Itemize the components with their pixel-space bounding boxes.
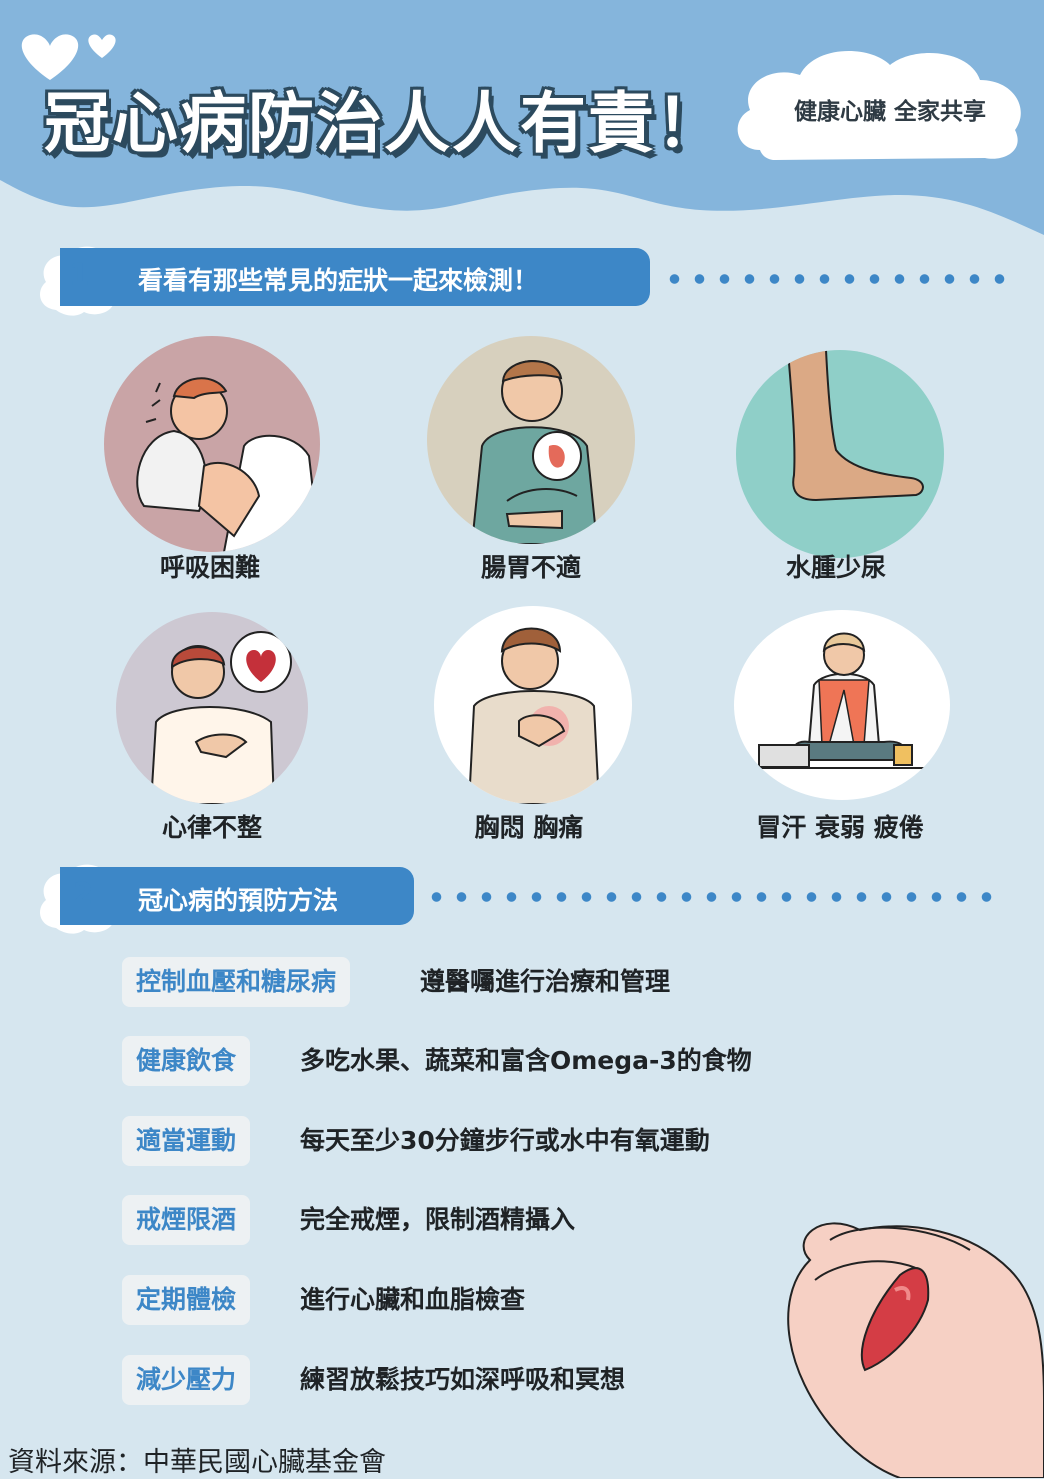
section1-bar: [60, 248, 650, 306]
section2-number: 2: [72, 877, 94, 912]
prevention-tag-checkup: 定期體檢: [122, 1275, 251, 1325]
symptom-label-edema: 水腫少尿: [785, 553, 886, 582]
page-title: 冠心病防治人人有責！: [44, 85, 724, 162]
prevention-desc-exercise: 每天至少30分鐘步行或水中有氧運動: [300, 1126, 710, 1155]
hearts-icon: [21, 34, 116, 80]
source-citation: 資料來源：中華民國心臟基金會: [8, 1447, 386, 1478]
hands-holding-heart-illustration: [787, 1222, 1044, 1478]
arrhythmia-heart-illustration: [116, 612, 308, 804]
prevention-desc-stress: 練習放鬆技巧如深呼吸和冥想: [300, 1365, 626, 1394]
symptom-label-fatigue: 冒汗 衰弱 疲倦: [756, 813, 924, 842]
prevention-desc-bp: 遵醫囑進行治療和管理: [420, 967, 671, 996]
prevention-tag-diet: 健康飲食: [122, 1036, 251, 1086]
breathless-person-illustration: [104, 336, 320, 552]
symptom-label-stomach: 腸胃不適: [480, 553, 581, 582]
section2-title: 冠心病的預防方法: [138, 886, 339, 915]
stomach-ache-illustration: [427, 336, 635, 544]
section2-bar: [60, 867, 414, 925]
prevention-desc-smoking: 完全戒煙，限制酒精攝入: [300, 1205, 576, 1234]
sweating-tired-illustration: [734, 610, 950, 800]
prevention-tag-smoking: 戒煙限酒: [122, 1195, 251, 1245]
section1-title: 看看有那些常見的症狀一起來檢測！: [138, 266, 539, 295]
prevention-desc-diet: 多吃水果、蔬菜和富含Omega-3的食物: [300, 1046, 752, 1075]
prevention-tag-stress: 減少壓力: [122, 1355, 251, 1405]
section1-dots: [662, 274, 1012, 284]
badge-text: 健康心臟 全家共享: [793, 99, 986, 125]
section2-dots: [424, 892, 1000, 902]
symptom-label-chest-pain: 胸悶 胸痛: [474, 813, 584, 842]
header-background: [0, 0, 1044, 235]
prevention-tag-exercise: 適當運動: [122, 1116, 251, 1166]
swollen-foot-illustration: [736, 350, 944, 558]
symptom-label-breathless: 呼吸困難: [159, 553, 260, 582]
section1-number: 1: [68, 258, 90, 293]
prevention-tag-bp: 控制血壓和糖尿病: [122, 957, 351, 1007]
prevention-desc-checkup: 進行心臟和血脂檢查: [300, 1285, 526, 1314]
symptom-label-arrhythmia: 心律不整: [161, 813, 262, 842]
chest-pain-illustration: [434, 606, 632, 804]
cloud-badge: [737, 51, 1021, 160]
